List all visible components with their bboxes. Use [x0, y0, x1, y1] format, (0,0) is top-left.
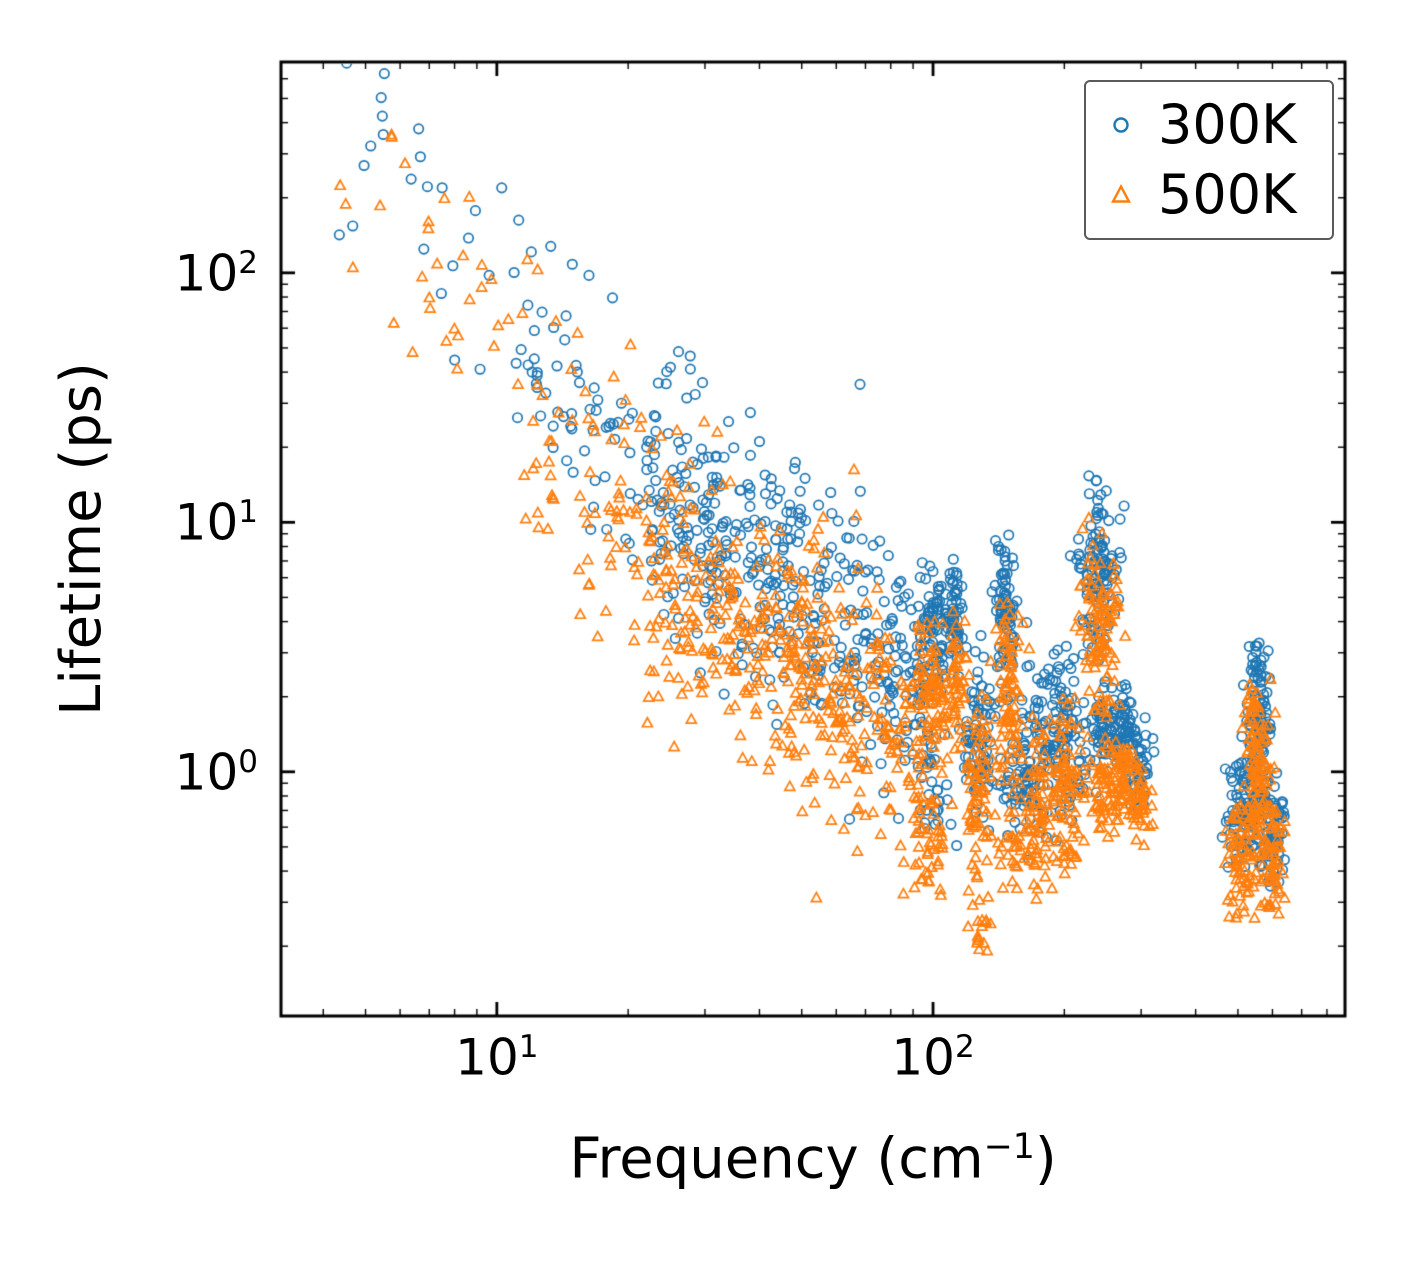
x-axis-label-suffix: ): [1034, 1126, 1057, 1192]
legend-marker-triangle: [1111, 183, 1131, 203]
legend-label-500k: 500K: [1158, 163, 1297, 226]
legend-label-300k: 300K: [1158, 93, 1297, 156]
triangle-marker-icon: [1111, 183, 1131, 203]
legend-entry-500k: 500K: [1106, 168, 1326, 222]
x-axis-label: Frequency (cm−1): [281, 1130, 1345, 1188]
y-axis-label-text: Lifetime (ps): [49, 362, 114, 716]
legend-marker-circle: [1113, 117, 1129, 133]
x-axis-label-prefix: Frequency (cm: [569, 1126, 984, 1192]
legend: 300K 500K: [1084, 80, 1334, 240]
y-axis-label: Lifetime (ps): [49, 189, 114, 889]
circle-marker-icon: [1113, 117, 1129, 133]
legend-entry-300k: 300K: [1106, 98, 1326, 152]
x-axis-label-sup: −1: [983, 1127, 1035, 1167]
